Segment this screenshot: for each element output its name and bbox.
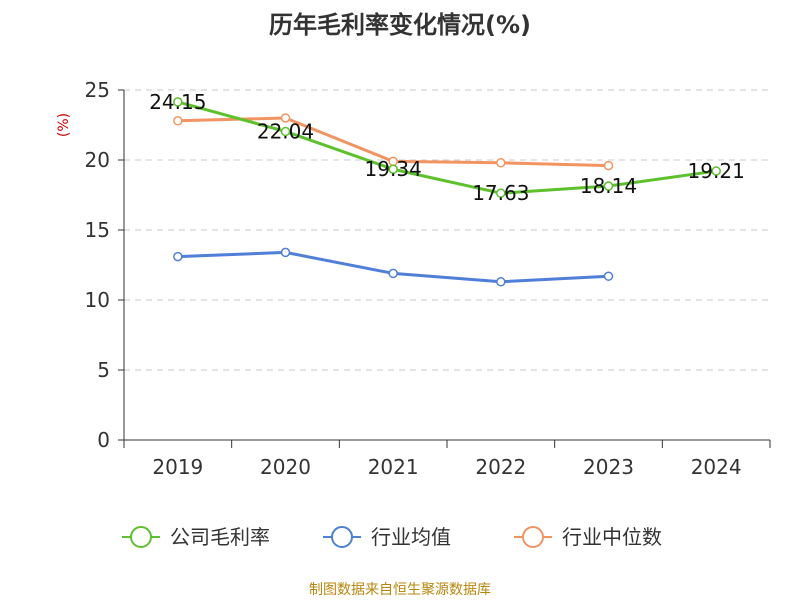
x-tick-label: 2019 (152, 455, 203, 479)
legend-label: 公司毛利率 (170, 525, 270, 549)
y-tick-label: 15 (85, 218, 110, 242)
source-note: 制图数据来自恒生聚源数据库 (309, 582, 491, 598)
y-axis-unit-label: (%) (56, 113, 72, 137)
legend-item-1[interactable]: 公司毛利率 (122, 525, 270, 549)
legend-label: 行业中位数 (562, 525, 662, 549)
data-point (496, 158, 506, 168)
grid-lines (124, 89, 770, 371)
axes (118, 89, 771, 448)
legend-marker-icon (522, 526, 544, 548)
legend: 公司毛利率 行业均值 行业中位数 (122, 525, 662, 549)
data-point (496, 277, 506, 287)
data-point (496, 188, 506, 198)
data-point (711, 166, 721, 176)
x-tick-labels: 2019 2020 2021 2022 2023 2024 (152, 455, 741, 479)
legend-label: 行业均值 (371, 525, 451, 549)
y-tick-label: 25 (85, 78, 110, 102)
data-point (603, 160, 614, 171)
series-line (177, 100, 717, 195)
data-point (173, 116, 183, 126)
data-point (280, 126, 291, 137)
legend-item-2[interactable]: 行业均值 (323, 525, 451, 549)
y-tick-labels: 0 5 10 15 20 25 (85, 78, 110, 452)
y-tick-label: 10 (85, 288, 110, 312)
x-tick-label: 2023 (583, 455, 634, 479)
series-2 (173, 247, 614, 287)
legend-item-3[interactable]: 行业中位数 (514, 525, 662, 549)
chart-title: 历年毛利率变化情况(%) (269, 11, 531, 39)
x-tick-label: 2021 (368, 455, 419, 479)
data-label: 17.63 (472, 181, 529, 205)
x-tick-label: 2024 (691, 455, 742, 479)
data-label: 22.04 (257, 119, 314, 143)
data-point (603, 181, 614, 191)
data-point (388, 164, 398, 174)
data-label: 18.14 (580, 174, 637, 198)
legend-marker-icon (331, 526, 353, 548)
series-layer (173, 97, 721, 287)
y-tick-label: 5 (97, 358, 110, 382)
data-point (280, 113, 291, 123)
data-point (280, 247, 291, 258)
x-tick-label: 2022 (475, 455, 526, 479)
series-1 (173, 97, 721, 198)
data-label: 24.15 (149, 90, 206, 114)
legend-marker-icon (130, 526, 152, 548)
data-label: 19.34 (365, 157, 422, 181)
x-tick-label: 2020 (260, 455, 311, 479)
data-point (388, 268, 398, 279)
data-point (603, 271, 614, 281)
y-tick-label: 20 (85, 148, 110, 172)
series-3 (173, 113, 614, 171)
data-labels: 24.15 22.04 19.34 17.63 18.14 19.21 (149, 90, 745, 205)
data-point (173, 251, 183, 262)
y-tick-label: 0 (97, 428, 110, 452)
data-label: 19.21 (688, 159, 745, 183)
data-point (173, 97, 183, 107)
